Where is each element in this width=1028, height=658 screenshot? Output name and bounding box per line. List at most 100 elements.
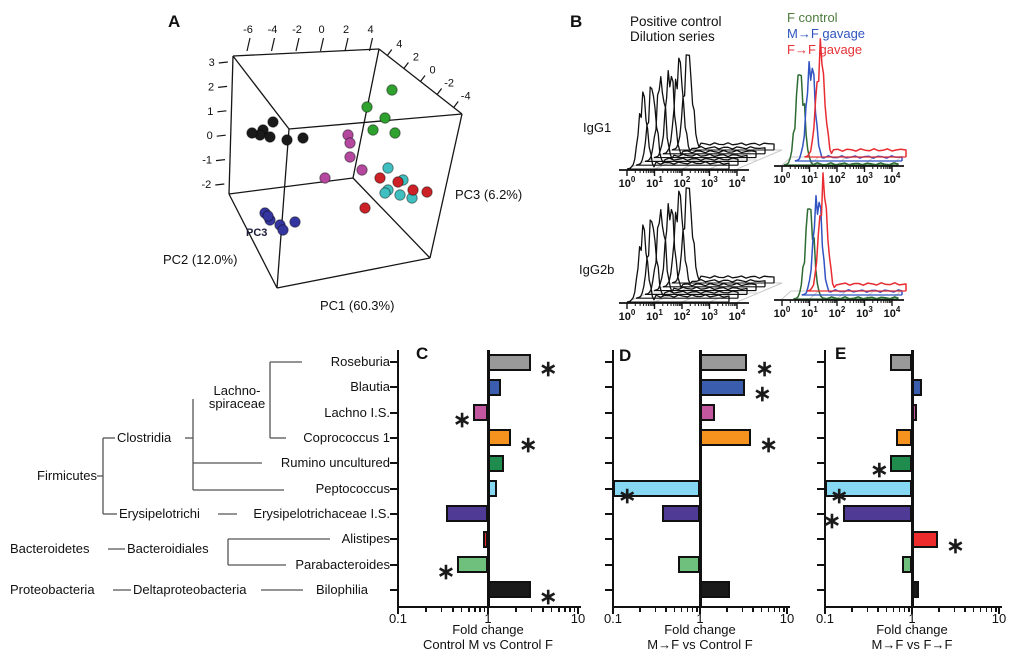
panel-d-minor-tick-3-1 [654,608,656,612]
panel-d-comparison-label: M→F vs Control F [647,637,753,652]
left-tick-label-4: -1 [202,155,212,167]
right-tick-1 [403,62,409,69]
legend-mf-gavage: M→F gavage [787,26,865,41]
igg1-overlay-overlay-curve-0 [783,74,899,166]
panel-c-minor-tick-5-0 [550,608,553,612]
tree-label-proteobacteria: Proteobacteria [10,582,95,597]
pca-point-cyan-0 [382,162,394,174]
panel-e-minor-tick-9-0 [995,608,997,612]
tree-label-clostridia: Clostridia [117,430,172,445]
panel-d-row-tick-1 [605,386,613,389]
panel-e-bar-peptococcus [825,480,912,498]
panel-c-row-tick-0 [390,361,398,363]
panel-e-minor-tick-2-0 [938,608,940,612]
lachno-line2: spiraceae [208,396,266,411]
left-tick-label-5: -2 [202,179,212,191]
panel-e-tick-label-2: 10 [991,611,1007,626]
igg1-dilution-tick-label-0: 100 [619,175,636,190]
panel-e-bottom-axis [824,606,1002,608]
panel-e-significance-star-6: ∗ [822,507,842,533]
panel-d-minor-tick-7-0 [773,608,776,612]
panel-d-minor-tick-2-0 [726,608,728,612]
left-tick-4 [215,159,226,162]
panel-d-bar-erysipelotrichaceae-i-s- [662,505,700,523]
top-tick-4 [344,37,349,52]
panel-d-significance-star-1: ∗ [753,381,772,407]
panel-c-row-tick-7 [390,538,398,541]
panel-d-bar-rumino-uncultured [700,454,702,472]
panel-c-tick-label-1: 1 [484,611,492,626]
panel-c-major-tick-2 [577,608,579,614]
panel-label-c: C [416,344,429,363]
panel-d-bar-peptococcus [613,480,700,498]
panel-e-row-tick-6 [817,512,825,515]
igg1-dilution-dilution-curve-2 [644,76,748,163]
pca-point-red-3 [421,186,433,198]
taxon-label-0: Roseburia [330,354,390,369]
igg2b-dilution-dilution-curve-4 [662,190,766,288]
igg1-dilution-tick-label-4: 104 [729,175,746,190]
cube-edge-9 [352,48,380,179]
panel-c-bar-bilophilia [488,581,531,599]
panel-e-minor-tick-5-1 [885,608,888,612]
panel-c-major-tick-1 [487,608,489,614]
panel-e-xlabel: Fold change [876,622,948,637]
cube-edge-4 [228,193,278,289]
pca-point-black-4 [281,134,293,146]
panel-d-bar-roseburia [700,353,748,371]
panel-c-left-axis [397,350,399,608]
panel-e-bar-alistipes [912,530,939,548]
pca-point-black-5 [297,132,309,144]
top-tick-0 [246,37,251,52]
panel-d-minor-tick-6-1 [680,608,683,612]
pc3-inner-axis-label: PC3 [246,227,268,239]
panel-e-row-tick-4 [817,462,825,465]
panel-c-minor-tick-2-1 [425,608,427,612]
pca-point-navy-5 [262,210,274,222]
panel-c-significance-star-8: ∗ [436,558,456,584]
panel-c-bottom-axis [397,606,581,608]
panel-e-significance-star-5: ∗ [830,482,849,508]
igg2b-dilution-dilution-curve-3 [653,202,757,292]
panel-e-bar-bilophilia [912,581,919,599]
igg2b-dilution-dilution-curve-5 [671,187,775,284]
cube-edge-10 [352,177,431,259]
igg1-dilution-grid-depth-4 [736,149,783,170]
pca-point-cyan-3 [394,189,406,201]
pca-point-green-0 [386,84,398,96]
igg2b-dilution-dilution-curve-0 [626,224,730,303]
panel-e-minor-tick-7-1 [898,608,901,612]
igg2b-dilution-tick-label-2: 102 [674,308,691,323]
panel-d-row-tick-4 [605,462,613,465]
left-tick-label-0: 3 [209,57,215,69]
right-tick-label-4: -4 [461,91,471,103]
panel-c-minor-tick-9-0 [573,608,576,612]
igg1-overlay-tick-label-0: 100 [774,171,791,186]
panel-e-bar-parabacteroides [902,556,912,574]
tree-label-lachnospiraceae: Lachno-spiraceae [201,384,273,410]
panel-e-row-tick-2 [817,411,825,414]
panel-e-left-axis [824,350,826,608]
igg1-overlay-tick-label-2: 102 [829,171,846,186]
pca-point-magenta-3 [356,164,368,176]
panel-c-row-tick-6 [390,512,398,515]
panel-c-significance-star-3: ∗ [518,431,538,457]
panel-label-e: E [835,344,847,363]
igg2b-dilution-grid-depth-4 [736,282,783,303]
panel-d-xlabel: Fold change [664,622,736,637]
panel-e-baseline-at-1 [911,350,914,608]
panel-e-minor-tick-7-0 [985,608,988,612]
panel-d-tick-label-0: 0.1 [603,611,623,626]
left-tick-1 [218,85,228,88]
panel-d-tick-label-1: 1 [696,611,704,626]
taxon-label-8: Parabacteroides [295,556,390,572]
panel-c-tick-label-2: 10 [570,611,586,626]
right-tick-label-1: 2 [413,52,419,64]
panel-d-minor-tick-5-0 [760,608,763,612]
igg1-overlay-tick-label-1: 101 [801,171,818,186]
panel-d-bar-lachno-i-s- [700,404,716,422]
panel-c-major-tick-0 [397,608,399,614]
panel-e-row-tick-8 [817,563,825,566]
panel-e-minor-tick-3-0 [953,608,955,612]
pca-point-black-2 [264,131,276,143]
